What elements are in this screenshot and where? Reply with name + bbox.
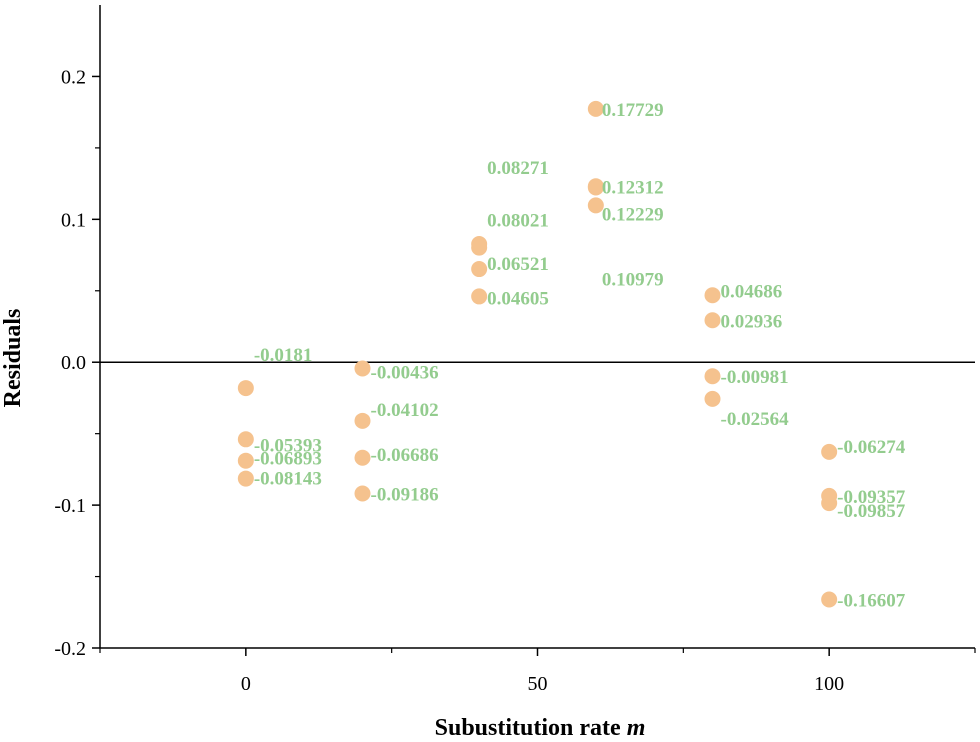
data-label: -0.09857 xyxy=(837,501,906,522)
data-label: -0.16607 xyxy=(837,591,906,612)
x-axis-title: Subustitution rate m xyxy=(435,715,646,741)
x-tick-label: 0 xyxy=(241,673,251,695)
data-label: 0.08271 xyxy=(487,158,549,179)
data-label: 0.04605 xyxy=(487,288,549,309)
data-label: -0.00436 xyxy=(371,362,439,383)
data-point xyxy=(354,485,371,502)
data-point xyxy=(354,360,371,377)
data-point xyxy=(237,452,254,469)
labels-layer: -0.0181 -0.05393-0.06893-0.08143 -0.00436 -… xyxy=(254,100,906,612)
data-label: 0.06521 xyxy=(487,254,549,275)
data-point xyxy=(704,312,721,329)
data-point xyxy=(471,288,488,305)
data-label: -0.06274 xyxy=(837,437,906,458)
data-point xyxy=(587,100,604,117)
data-label: -0.06686 xyxy=(371,445,439,466)
x-tick-label: 100 xyxy=(814,673,844,695)
data-point xyxy=(704,287,721,304)
data-label: 0.12312 xyxy=(602,177,664,198)
data-label: 0.02936 xyxy=(721,311,783,332)
y-tick-label: 0.0 xyxy=(61,352,86,374)
data-label: 0.17729 xyxy=(602,100,664,121)
data-point xyxy=(471,239,488,256)
ticks-layer: -0.2 -0.1 0.0 0.1 0.2 0 50 100 xyxy=(54,66,976,695)
y-tick-label: -0.1 xyxy=(54,495,86,517)
data-point xyxy=(354,412,371,429)
data-label: 0.04686 xyxy=(721,281,783,302)
data-label: -0.09357 xyxy=(837,487,906,508)
y-tick-label: 0.2 xyxy=(61,66,86,88)
data-label: -0.0181 xyxy=(254,345,313,366)
points-layer xyxy=(237,100,838,608)
x-axis-title-variable: m xyxy=(627,715,646,741)
data-point xyxy=(237,431,254,448)
data-point xyxy=(821,591,838,608)
data-label: -0.05393 xyxy=(254,435,322,456)
plot-frame xyxy=(99,5,975,649)
data-label: 0.10979 xyxy=(602,269,664,290)
data-point xyxy=(471,261,488,278)
y-axis-title: Residuals xyxy=(0,309,26,408)
data-label: -0.09186 xyxy=(371,484,439,505)
y-tick-label: 0.1 xyxy=(61,209,86,231)
x-axis-title-text: Subustitution rate xyxy=(435,715,621,741)
data-label: 0.12229 xyxy=(602,204,664,225)
data-point xyxy=(821,495,838,512)
data-label: -0.00981 xyxy=(721,367,789,388)
data-point xyxy=(587,179,604,196)
data-label: -0.02564 xyxy=(721,409,790,430)
data-label: -0.08143 xyxy=(254,469,322,490)
data-point xyxy=(587,197,604,214)
x-tick-label: 50 xyxy=(528,673,548,695)
data-label: -0.04102 xyxy=(371,400,439,421)
y-tick-label: -0.2 xyxy=(54,638,86,660)
data-point xyxy=(704,390,721,407)
data-point xyxy=(704,368,721,385)
data-label: -0.06893 xyxy=(254,449,322,470)
data-point xyxy=(354,449,371,466)
data-label: 0.08021 xyxy=(487,211,549,232)
data-point xyxy=(237,470,254,487)
data-point xyxy=(237,380,254,397)
data-point xyxy=(821,443,838,460)
